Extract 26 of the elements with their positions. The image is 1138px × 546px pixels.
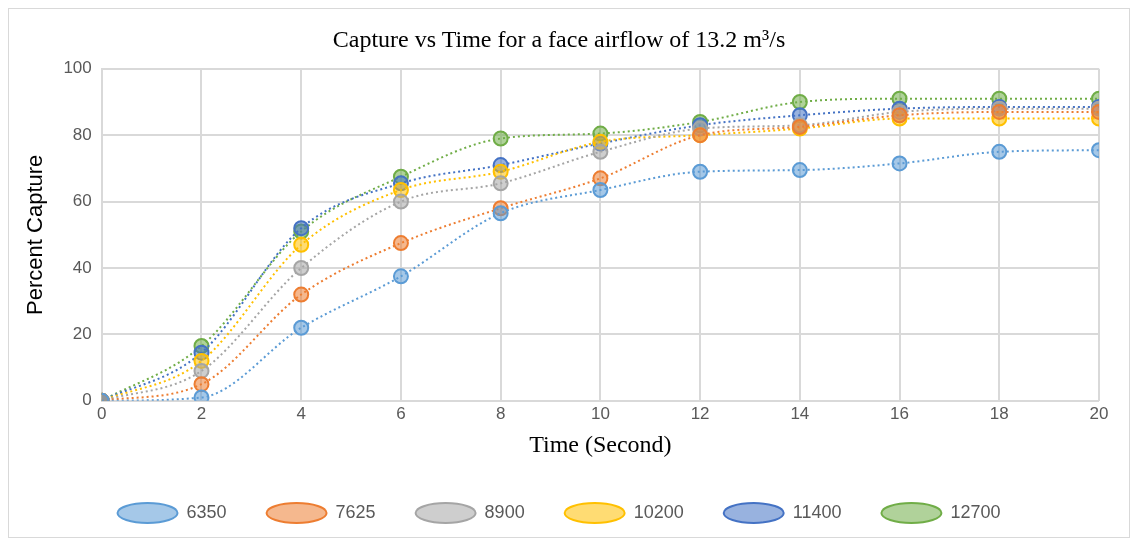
y-tick-label: 60: [72, 191, 92, 211]
y-tick-label: 20: [72, 324, 92, 344]
legend-label: 7625: [335, 501, 376, 522]
x-tick-label: 20: [1089, 403, 1109, 423]
legend-label: 10200: [633, 501, 684, 522]
y-tick-label: 80: [72, 124, 92, 144]
x-tick-label: 4: [296, 403, 306, 423]
legend-label: 12700: [950, 501, 1001, 522]
x-tick-label: 14: [790, 403, 810, 423]
x-tick-label: 12: [690, 403, 710, 423]
legend-label: 11400: [792, 501, 842, 522]
y-tick-label: 0: [82, 390, 92, 410]
x-tick-label: 0: [97, 403, 107, 423]
x-tick-label: 2: [196, 403, 207, 423]
y-tick-label: 40: [72, 257, 92, 277]
x-tick-label: 18: [989, 403, 1009, 423]
y-axis-title: Percent Capture: [22, 154, 48, 315]
legend-label: 8900: [484, 501, 525, 522]
chart-title: Capture vs Time for a face airflow of 13.2 m³/s: [332, 25, 786, 52]
x-tick-label: 10: [590, 403, 610, 423]
x-tick-label: 8: [495, 403, 506, 423]
x-axis-title: Time (Second): [529, 430, 672, 457]
x-tick-label: 16: [890, 403, 910, 423]
legend-label: 6350: [186, 501, 227, 522]
x-tick-label: 6: [396, 403, 406, 423]
y-tick-label: 100: [63, 58, 92, 78]
